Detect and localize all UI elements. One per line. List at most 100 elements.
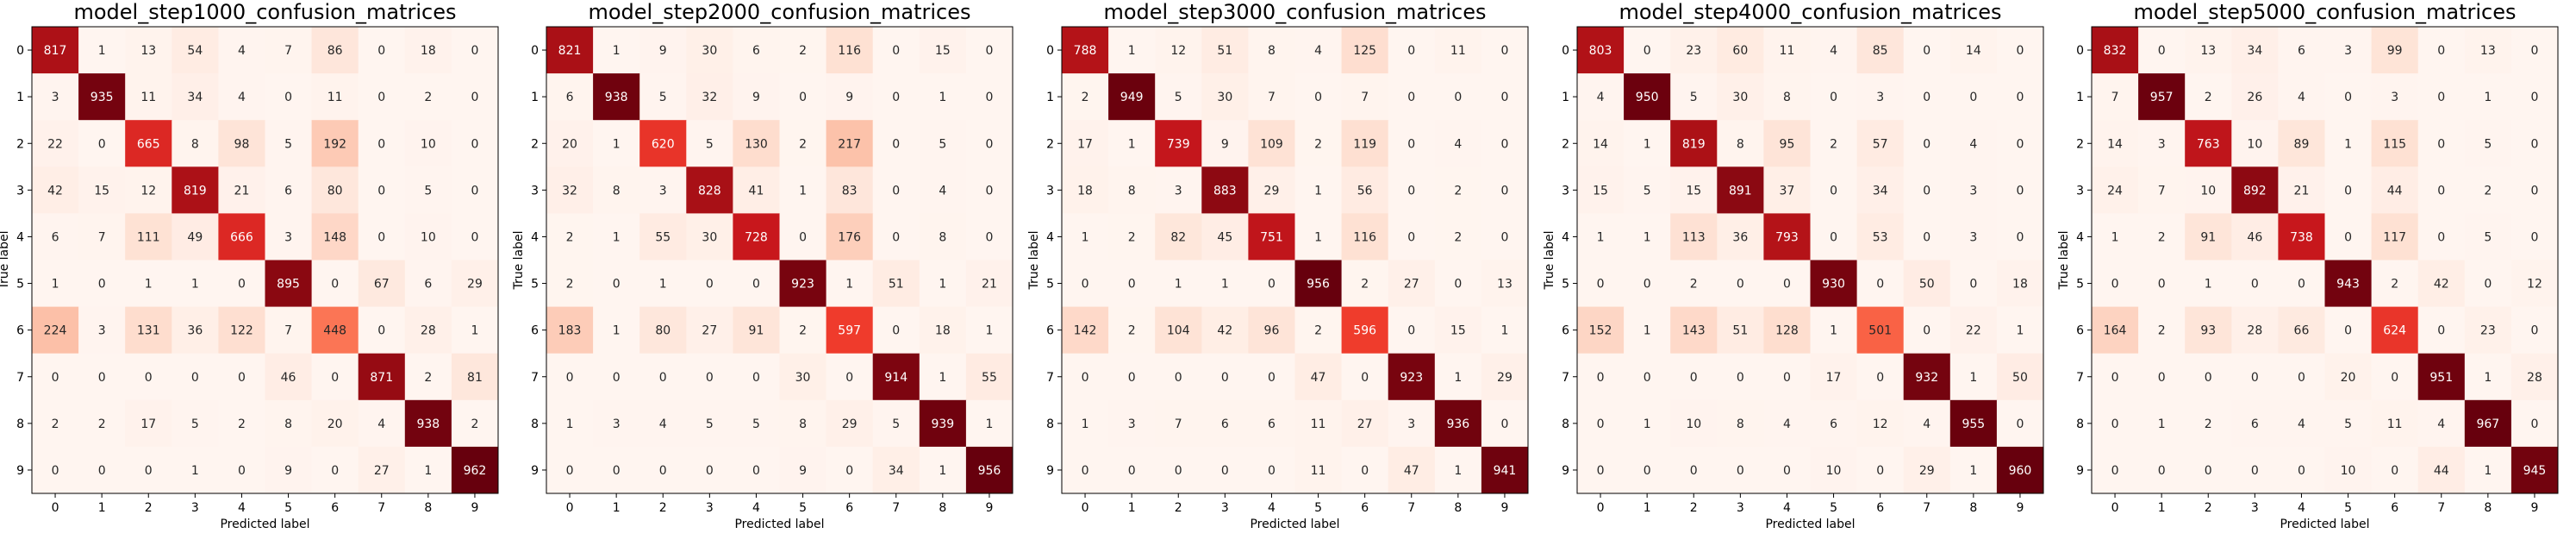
cell-value-label: 0 <box>2530 230 2538 244</box>
cell-value-label: 1 <box>471 324 478 338</box>
cell-value-label: 0 <box>1783 371 1791 385</box>
heatmap-cell <box>1670 446 1718 494</box>
cell-value-label: 2 <box>98 417 106 431</box>
cell-value-label: 9 <box>799 464 807 478</box>
cell-value-label: 10 <box>421 137 436 151</box>
x-tick-label: 0 <box>2111 501 2119 515</box>
cell-value-label: 0 <box>1500 44 1508 58</box>
heatmap-cell <box>1481 446 1529 494</box>
cell-value-label: 20 <box>327 417 343 431</box>
heatmap-cell <box>311 73 359 121</box>
heatmap-cell <box>1388 27 1436 74</box>
heatmap-cell <box>1201 27 1249 74</box>
cell-value-label: 3 <box>1876 91 1884 104</box>
cell-value-label: 8 <box>1737 137 1744 151</box>
heatmap-cell <box>2417 73 2466 121</box>
cell-value-label: 0 <box>1597 464 1605 478</box>
heatmap-cell <box>1062 306 1109 355</box>
y-tick-label: 5 <box>1046 278 1054 292</box>
heatmap-cell <box>1763 306 1811 355</box>
cell-value-label: 0 <box>98 371 106 385</box>
heatmap-cell <box>358 166 406 214</box>
cell-value-label: 7 <box>98 230 106 244</box>
cell-value-label: 1 <box>1314 184 1322 198</box>
heatmap-cell <box>1949 73 1998 121</box>
heatmap-cell <box>451 399 499 448</box>
cell-value-label: 0 <box>2344 91 2352 104</box>
heatmap-cell <box>593 446 640 494</box>
heatmap-cell <box>2092 73 2139 121</box>
cell-value-label: 0 <box>2016 417 2024 431</box>
cell-value-label: 1 <box>1644 417 1651 431</box>
cell-value-label: 1 <box>191 464 199 478</box>
cell-value-label: 7 <box>1268 91 1276 104</box>
heatmap-cell <box>639 120 687 167</box>
cell-value-label: 0 <box>191 371 199 385</box>
cell-value-label: 2 <box>566 230 574 244</box>
heatmap-cell <box>1856 166 1905 214</box>
cell-value-label: 30 <box>702 44 717 58</box>
heatmap-cell <box>1577 213 1625 260</box>
heatmap-cell <box>172 166 219 214</box>
heatmap-cell <box>826 306 874 355</box>
cell-value-label: 951 <box>2429 371 2453 385</box>
cell-value-label: 883 <box>1213 184 1237 198</box>
cell-value-label: 788 <box>1074 44 1097 58</box>
heatmap-cell <box>1810 399 1858 448</box>
heatmap-cell <box>733 446 780 494</box>
cell-value-label: 5 <box>706 417 714 431</box>
cell-value-label: 1 <box>2344 137 2352 151</box>
cell-value-label: 0 <box>1690 371 1698 385</box>
cell-value-label: 44 <box>2434 464 2449 478</box>
cell-value-label: 1 <box>613 324 621 338</box>
heatmap-cell <box>1856 353 1905 401</box>
cell-value-label: 596 <box>1353 324 1376 338</box>
heatmap-cell <box>265 213 313 260</box>
heatmap-cell <box>872 213 920 260</box>
heatmap-cell <box>919 306 967 355</box>
heatmap-cell <box>32 446 79 494</box>
x-tick-label: 8 <box>424 501 432 515</box>
cell-value-label: 0 <box>98 278 106 292</box>
heatmap-cell <box>311 120 359 167</box>
heatmap-cell <box>1341 166 1389 214</box>
cell-value-label: 0 <box>845 464 853 478</box>
heatmap-cell <box>265 260 313 308</box>
cell-value-label: 1 <box>98 44 106 58</box>
cell-value-label: 0 <box>1737 371 1744 385</box>
heatmap-cell <box>546 446 594 494</box>
cell-value-label: 1 <box>613 44 621 58</box>
heatmap-cell <box>872 306 920 355</box>
heatmap-cell <box>919 166 967 214</box>
cell-value-label: 217 <box>838 137 861 151</box>
heatmap-cell <box>1624 399 1671 448</box>
cell-value-label: 183 <box>558 324 582 338</box>
cell-value-label: 2 <box>2205 91 2212 104</box>
cell-value-label: 938 <box>605 91 628 104</box>
heatmap-cell <box>1856 399 1905 448</box>
heatmap-cell <box>125 120 172 167</box>
cell-value-label: 0 <box>98 137 106 151</box>
heatmap-cell <box>1201 166 1249 214</box>
cell-value-label: 91 <box>2200 230 2216 244</box>
cell-value-label: 143 <box>1682 324 1706 338</box>
cell-value-label: 956 <box>1307 278 1330 292</box>
chart-title: model_step2000_confusion_matrices <box>588 0 970 24</box>
heatmap-cell <box>2138 166 2186 214</box>
cell-value-label: 13 <box>1497 278 1513 292</box>
cell-value-label: 930 <box>1822 278 1845 292</box>
cell-value-label: 113 <box>1682 230 1706 244</box>
heatmap-cell <box>593 73 640 121</box>
cell-value-label: 0 <box>2391 464 2398 478</box>
cell-value-label: 5 <box>1690 91 1698 104</box>
heatmap-cell <box>1670 213 1718 260</box>
cell-value-label: 46 <box>281 371 296 385</box>
heatmap-cell <box>1903 27 1951 74</box>
cell-value-label: 18 <box>1077 184 1093 198</box>
heatmap-cell <box>965 260 1014 308</box>
cell-value-label: 89 <box>2294 137 2310 151</box>
x-tick-label: 9 <box>2530 501 2538 515</box>
heatmap-cell <box>1062 73 1109 121</box>
heatmap-cell <box>451 306 499 355</box>
heatmap-cell <box>218 120 265 167</box>
